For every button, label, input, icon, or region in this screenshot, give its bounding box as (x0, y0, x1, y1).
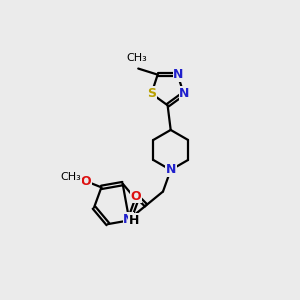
Text: N: N (173, 68, 184, 81)
Text: O: O (131, 190, 141, 203)
Text: CH₃: CH₃ (60, 172, 81, 182)
Text: N: N (179, 87, 190, 100)
Text: N: N (166, 164, 176, 176)
Text: CH₃: CH₃ (126, 53, 147, 63)
Text: S: S (147, 87, 156, 100)
Text: N: N (123, 213, 134, 226)
Text: H: H (128, 214, 139, 226)
Text: O: O (81, 175, 91, 188)
